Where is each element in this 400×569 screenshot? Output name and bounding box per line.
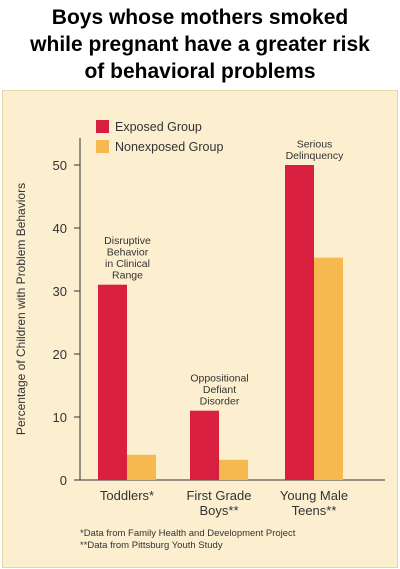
y-axis-label: Percentage of Children with Problem Beha…	[14, 183, 28, 435]
bar-annotation: Delinquency	[286, 150, 345, 162]
bar-exposed-1	[190, 410, 219, 480]
x-category-label: Toddlers*	[100, 488, 154, 503]
y-tick-label: 40	[53, 221, 67, 236]
x-category-label: Young Male	[280, 488, 348, 503]
x-category-label: First Grade	[186, 488, 251, 503]
y-tick-label: 20	[53, 347, 67, 362]
legend-swatch-1	[96, 140, 109, 153]
bar-annotation: Disruptive	[104, 235, 151, 247]
bar-annotation: Oppositional	[190, 373, 248, 385]
headline-line-2: while pregnant have a greater risk	[30, 33, 370, 56]
bar-nonexposed-2	[314, 257, 343, 480]
chart-headline: Boys whose mothers smoked while pregnant…	[0, 4, 400, 85]
x-category-label: Boys**	[199, 503, 238, 518]
y-tick-label: 10	[53, 410, 67, 425]
bar-annotation: in Clinical	[105, 258, 150, 270]
legend-label-0: Exposed Group	[115, 120, 202, 134]
bar-annotation: Serious	[297, 139, 333, 151]
headline-line-1: Boys whose mothers smoked	[51, 6, 349, 29]
bar-annotation: Range	[112, 270, 143, 282]
bar-annotation: Disorder	[200, 396, 240, 408]
legend-swatch-0	[96, 120, 109, 133]
bar-exposed-2	[285, 165, 314, 480]
x-category-label: Teens**	[292, 503, 337, 518]
bar-nonexposed-1	[219, 459, 248, 480]
bar-annotation: Behavior	[107, 247, 149, 259]
legend-label-1: Nonexposed Group	[115, 140, 223, 154]
footnote-0: *Data from Family Health and Development…	[80, 528, 296, 539]
bar-nonexposed-0	[127, 454, 156, 480]
bar-annotation: Defiant	[203, 384, 236, 396]
y-tick-label: 50	[53, 158, 67, 173]
headline-line-3: of behavioral problems	[84, 60, 316, 83]
y-tick-label: 30	[53, 284, 67, 299]
y-tick-label: 0	[60, 473, 67, 488]
bar-exposed-0	[98, 284, 127, 480]
footnote-1: **Data from Pittsburg Youth Study	[80, 540, 223, 551]
